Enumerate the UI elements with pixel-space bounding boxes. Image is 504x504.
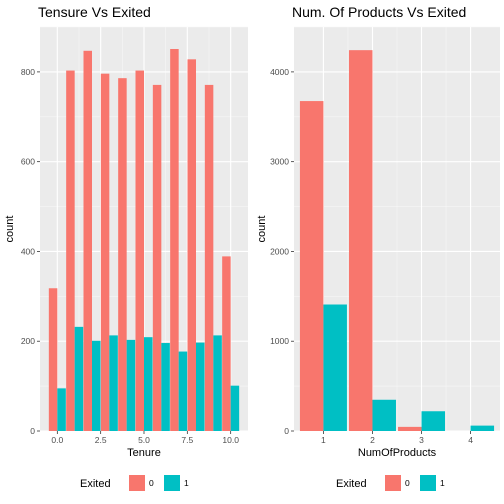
x-tick-label: 7.5: [181, 435, 193, 445]
bar-exited-0: [152, 84, 162, 431]
chart-title: Num. Of Products Vs Exited: [292, 4, 466, 20]
products-chart-panel: Num. Of Products Vs Exited 0 1000 2000 3000 4…: [252, 0, 504, 504]
legend-label: 1: [440, 478, 445, 488]
tenure-chart-panel: Tensure Vs Exited 0 200 400 600 800 0.0 2.5 5.0 7…: [4, 4, 248, 491]
legend: Exited 0 1: [80, 475, 189, 491]
x-tick-label: 1: [321, 435, 326, 445]
bar-exited-0: [348, 50, 373, 432]
x-tick-label: 4: [468, 435, 473, 445]
legend-label: 0: [149, 478, 154, 488]
products-chart: Num. Of Products Vs Exited 0 1000 2000 3000 4…: [256, 4, 500, 491]
legend-key-exited-0: [129, 475, 145, 491]
bar-exited-0: [187, 59, 196, 431]
x-tick-label: 0.0: [51, 435, 63, 445]
y-tick-label: 0: [284, 426, 289, 436]
y-tick-label: 3000: [270, 157, 289, 167]
bar-exited-0: [204, 84, 214, 431]
legend-key-exited-0: [385, 475, 401, 491]
bar-exited-1: [74, 326, 84, 431]
bar-exited-1: [92, 340, 101, 431]
tenure-chart: Tensure Vs Exited 0 200 400 600 800 0.0 2.5 5.0 7…: [4, 4, 248, 491]
x-tick-label: 2: [370, 435, 375, 445]
bar-exited-0: [170, 48, 179, 432]
x-tick-label: 5.0: [138, 435, 150, 445]
bar-exited-1: [109, 335, 118, 431]
bar-exited-1: [230, 385, 240, 431]
legend-title: Exited: [336, 478, 367, 490]
y-axis-label: count: [256, 216, 268, 243]
x-axis-label: Tenure: [127, 447, 161, 459]
bar-exited-0: [135, 70, 144, 431]
bar-exited-1: [372, 399, 396, 431]
y-axis-label: count: [4, 216, 16, 243]
y-tick-label: 0: [30, 426, 35, 436]
y-tick-label: 400: [21, 246, 35, 256]
x-tick-label: 10.0: [222, 435, 239, 445]
bar-exited-0: [398, 426, 422, 431]
y-tick-label: 2000: [270, 246, 289, 256]
y-tick-label: 1000: [270, 336, 289, 346]
bar-exited-0: [299, 101, 324, 432]
y-tick-label: 4000: [270, 67, 289, 77]
bar-exited-0: [100, 73, 110, 431]
bar-exited-1: [161, 343, 170, 431]
bar-exited-0: [222, 256, 231, 431]
bar-exited-0: [118, 78, 127, 431]
legend-label: 1: [184, 478, 189, 488]
y-tick-label: 800: [21, 67, 35, 77]
bar-exited-1: [213, 335, 222, 431]
chart-title: Tensure Vs Exited: [38, 4, 151, 20]
bar-exited-1: [57, 388, 66, 431]
bar-exited-0: [48, 288, 58, 431]
bar-exited-1: [196, 342, 205, 431]
legend-key-exited-1: [164, 475, 180, 491]
legend: Exited 0 1: [336, 475, 445, 491]
legend-label: 0: [405, 478, 410, 488]
x-tick-label: 3: [419, 435, 424, 445]
x-tick-label: 2.5: [95, 435, 107, 445]
bar-exited-1: [126, 339, 136, 431]
bar-exited-1: [470, 425, 495, 431]
legend-key-exited-1: [420, 475, 436, 491]
y-tick-label: 200: [21, 336, 35, 346]
legend-title: Exited: [80, 478, 111, 490]
bar-exited-1: [178, 351, 188, 431]
bar-exited-1: [323, 304, 347, 431]
bar-exited-0: [83, 50, 92, 432]
x-axis-label: NumOfProducts: [358, 447, 437, 459]
y-tick-label: 600: [21, 157, 35, 167]
bar-exited-1: [421, 411, 446, 431]
bar-exited-1: [144, 337, 153, 431]
bar-exited-0: [66, 70, 75, 431]
